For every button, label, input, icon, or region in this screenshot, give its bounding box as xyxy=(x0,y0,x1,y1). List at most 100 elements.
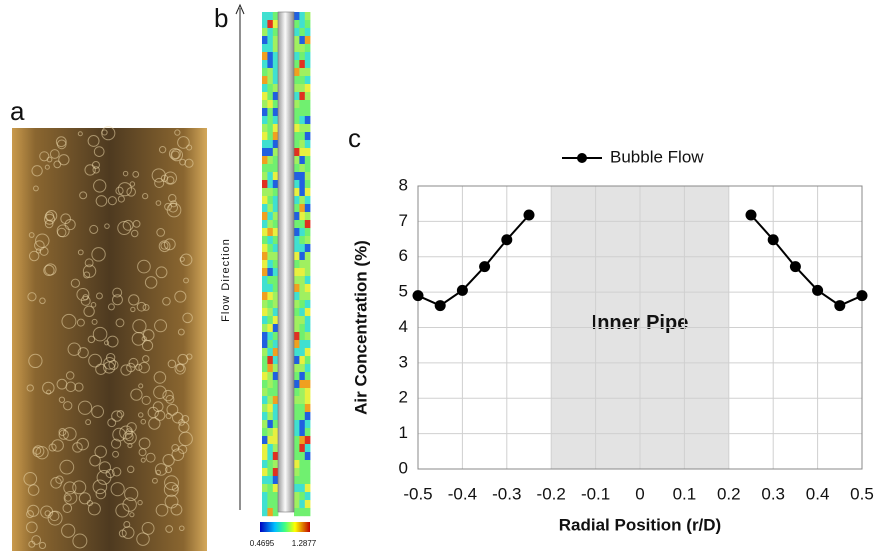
bubble xyxy=(80,295,91,306)
contour-cell xyxy=(299,300,305,309)
bubble xyxy=(77,400,93,415)
bubble xyxy=(117,195,125,203)
contour-cell xyxy=(272,420,279,429)
contour-cell xyxy=(299,308,305,317)
y-tick-label: 0 xyxy=(399,458,408,477)
contour-cell xyxy=(262,76,268,85)
bubble xyxy=(120,364,132,376)
bubble xyxy=(56,378,68,390)
contour-cell xyxy=(294,316,300,325)
contour-cell xyxy=(294,492,300,501)
bubble xyxy=(83,271,91,279)
colorbar-min: 0.4695 xyxy=(250,539,275,548)
bubble xyxy=(42,381,55,395)
contour-cell xyxy=(304,108,311,117)
contour-cell xyxy=(299,204,305,213)
bubble xyxy=(163,238,176,251)
contour-cell xyxy=(272,372,279,381)
data-point xyxy=(479,261,491,273)
contour-cell xyxy=(262,100,268,109)
contour-cell xyxy=(304,132,311,141)
bubble xyxy=(101,129,108,136)
x-tick-label: -0.3 xyxy=(492,484,521,503)
x-tick-label: 0.5 xyxy=(850,484,874,503)
contour-cell xyxy=(294,476,300,485)
contour-cell xyxy=(304,300,311,309)
bubble xyxy=(38,541,47,550)
contour-cell xyxy=(272,44,279,53)
contour-cell xyxy=(299,212,305,221)
contour-cell xyxy=(272,492,279,501)
contour-cell xyxy=(304,116,311,125)
contour-cell xyxy=(294,324,300,333)
bubble xyxy=(160,174,169,183)
y-tick-label: 1 xyxy=(399,423,408,442)
bubble xyxy=(165,394,175,404)
bubble xyxy=(127,443,133,449)
contour-cell xyxy=(304,444,311,453)
bubble xyxy=(96,292,103,300)
contour-cell xyxy=(294,332,300,341)
x-tick-label: -0.5 xyxy=(403,484,432,503)
contour-cell xyxy=(299,340,305,349)
bubble xyxy=(77,347,89,359)
contour-cell xyxy=(304,60,311,69)
bubble xyxy=(115,503,130,518)
bubble xyxy=(170,503,183,516)
bubble xyxy=(72,442,83,453)
bubble xyxy=(126,362,136,373)
contour-cell xyxy=(299,404,305,413)
contour-cell xyxy=(272,332,279,341)
contour-cell xyxy=(272,404,279,413)
contour-cell xyxy=(272,28,279,37)
contour-cell xyxy=(267,60,273,69)
contour-cell xyxy=(262,12,268,21)
contour-cell xyxy=(294,92,300,101)
bubble xyxy=(182,312,193,324)
bubble xyxy=(116,410,125,418)
bubble xyxy=(121,526,135,539)
bubble xyxy=(44,219,54,229)
bubble xyxy=(39,151,50,162)
contour-cell xyxy=(262,180,268,189)
contour-cell xyxy=(267,460,273,469)
contour-cell xyxy=(262,188,268,197)
bubble xyxy=(78,492,91,505)
contour-cell xyxy=(262,372,268,381)
bubble xyxy=(92,166,100,174)
bubble xyxy=(129,181,136,187)
contour-cell xyxy=(267,228,273,237)
contour-cell xyxy=(299,124,305,133)
bubble xyxy=(94,445,107,458)
contour-cell xyxy=(262,452,268,461)
contour-cell xyxy=(294,148,300,157)
contour-cell xyxy=(262,380,268,389)
contour-cell xyxy=(267,300,273,309)
bubble xyxy=(155,469,161,476)
contour-cell xyxy=(262,204,268,213)
contour-cell xyxy=(299,164,305,173)
bubble xyxy=(82,294,89,301)
bubble xyxy=(110,482,125,497)
contour-cell xyxy=(272,148,279,157)
contour-cell xyxy=(294,140,300,149)
contour-cell xyxy=(294,228,300,237)
contour-cell xyxy=(262,284,268,293)
contour-cell xyxy=(299,284,305,293)
bubble xyxy=(39,246,49,256)
bubble xyxy=(164,466,173,474)
contour-cell xyxy=(262,220,268,229)
contour-cell xyxy=(267,172,273,181)
bubble xyxy=(85,419,92,426)
contour-cell xyxy=(272,396,279,405)
contour-cell xyxy=(272,388,279,397)
contour-cell xyxy=(272,228,279,237)
bubble xyxy=(106,335,119,348)
bubble xyxy=(93,146,105,157)
contour-cell xyxy=(304,188,311,197)
bubble xyxy=(168,194,177,203)
contour-cell xyxy=(294,36,300,45)
bubble xyxy=(58,428,67,436)
bubble xyxy=(123,521,131,528)
contour-cell xyxy=(267,396,273,405)
